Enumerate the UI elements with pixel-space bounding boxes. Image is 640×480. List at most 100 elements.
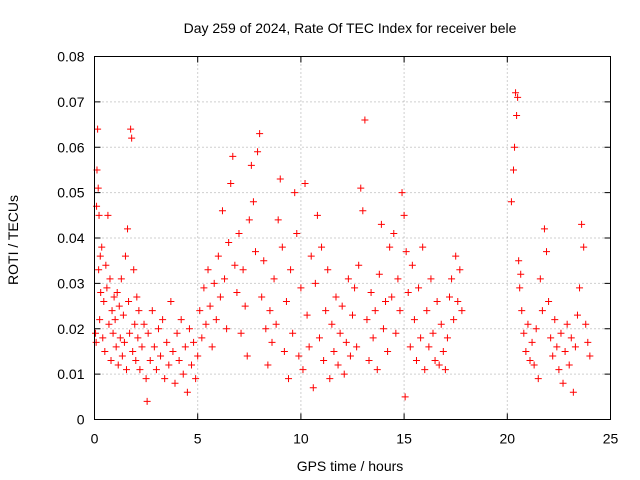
data-point [425, 343, 433, 351]
data-point [507, 198, 515, 206]
data-point [427, 275, 435, 283]
data-point [131, 320, 139, 328]
data-point [282, 298, 290, 306]
data-point [138, 343, 146, 351]
data-point [245, 216, 253, 224]
data-point [113, 288, 121, 296]
data-point [150, 343, 158, 351]
y-tick-label: 0.05 [57, 185, 84, 201]
data-point [305, 343, 313, 351]
data-point [134, 334, 142, 342]
data-point [120, 338, 128, 346]
data-point [534, 375, 542, 383]
data-point [538, 307, 546, 315]
data-point [559, 379, 567, 387]
data-point [582, 320, 590, 328]
data-point [443, 334, 451, 342]
data-point [324, 266, 332, 274]
data-point [229, 152, 237, 160]
data-point [429, 329, 437, 337]
data-point [398, 189, 406, 197]
data-point [456, 266, 464, 274]
data-point [216, 293, 224, 301]
data-point [355, 261, 363, 269]
data-point [129, 347, 137, 355]
data-point [452, 252, 460, 260]
data-point [353, 343, 361, 351]
data-point [536, 275, 544, 283]
data-point [576, 284, 584, 292]
data-point [517, 270, 525, 278]
data-point [377, 220, 385, 228]
x-tick-label: 15 [396, 431, 412, 447]
data-point [437, 320, 445, 328]
data-point [526, 357, 534, 365]
data-point [522, 347, 530, 355]
data-point [363, 316, 371, 324]
data-point [116, 334, 124, 342]
data-point [307, 252, 315, 260]
data-point [103, 284, 111, 292]
data-point [532, 325, 540, 333]
data-point [454, 298, 462, 306]
data-point [124, 225, 132, 233]
data-point [146, 357, 154, 365]
data-point [167, 298, 175, 306]
data-point [118, 352, 126, 360]
data-point [152, 366, 160, 374]
data-point [163, 338, 171, 346]
data-point [157, 352, 165, 360]
data-point [509, 166, 517, 174]
data-point [342, 338, 350, 346]
data-point [291, 189, 299, 197]
data-point [313, 211, 321, 219]
data-point [136, 366, 144, 374]
data-point [371, 307, 379, 315]
data-point [249, 198, 257, 206]
axes: 0 0.01 0.02 0.03 0.04 0.05 0.06 0.07 0.08 0 5 10 15 2… [57, 49, 618, 447]
data-point [543, 248, 551, 256]
data-point [563, 320, 571, 328]
data-point [223, 325, 231, 333]
data-point [520, 329, 528, 337]
y-tick-label: 0 [77, 412, 85, 428]
data-point [580, 243, 588, 251]
data-point [458, 307, 466, 315]
data-point [322, 307, 330, 315]
data-point [401, 393, 409, 401]
data-point [441, 366, 449, 374]
data-point [573, 311, 581, 319]
y-tick-label: 0.06 [57, 139, 84, 155]
data-point [109, 329, 117, 337]
data-point [547, 334, 555, 342]
data-point [318, 243, 326, 251]
data-point [351, 284, 359, 292]
data-point [125, 298, 133, 306]
data-point [423, 307, 431, 315]
data-point [514, 93, 522, 101]
data-point [299, 366, 307, 374]
x-tick-label: 10 [293, 431, 309, 447]
data-point [518, 307, 526, 315]
data-point [567, 334, 575, 342]
data-point [332, 293, 340, 301]
data-point [105, 320, 113, 328]
data-point [143, 397, 151, 405]
data-point [400, 211, 408, 219]
data-point [130, 266, 138, 274]
data-point [231, 261, 239, 269]
data-point [194, 352, 202, 360]
data-point [384, 347, 392, 355]
data-point [330, 347, 338, 355]
data-point [94, 125, 102, 133]
data-point [402, 248, 410, 256]
data-point [357, 184, 365, 192]
data-point [154, 325, 162, 333]
data-point [315, 334, 323, 342]
data-point [439, 347, 447, 355]
data-point [126, 329, 134, 337]
data-point [121, 252, 129, 260]
data-point [344, 275, 352, 283]
